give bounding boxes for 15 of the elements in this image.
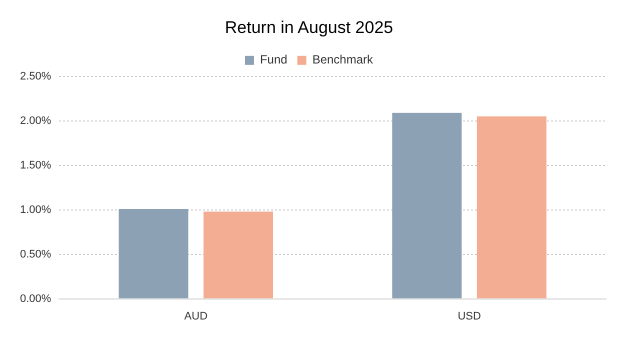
bar (204, 212, 274, 298)
y-tick-label: 1.50% (20, 159, 52, 172)
y-tick-label: 2.00% (20, 114, 52, 127)
y-tick-label: 0.50% (20, 248, 52, 260)
y-tick-label: 2.50% (20, 70, 52, 82)
bar (476, 116, 546, 298)
chart-title: Return in August 2025 (224, 18, 394, 37)
bar (392, 112, 462, 298)
y-tick-label: 1.00% (20, 204, 52, 216)
x-tick-label: AUD (184, 310, 208, 322)
legend-label: Fund (260, 52, 288, 67)
x-tick-label: USD (458, 310, 481, 322)
bar (118, 208, 188, 298)
legend-label: Benchmark (312, 52, 374, 67)
y-tick-label: 0.00% (20, 292, 52, 305)
